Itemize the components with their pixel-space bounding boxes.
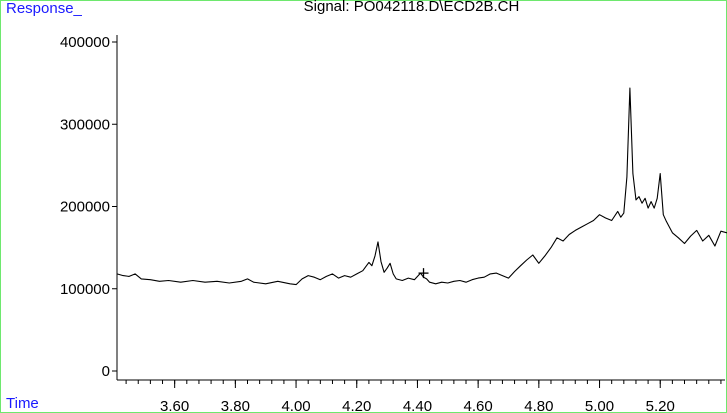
- y-axis-label: Response_: [6, 0, 82, 17]
- y-tick-label-0: 0: [102, 363, 110, 380]
- x-tick-label-0: 3.60: [160, 398, 189, 413]
- x-tick-label-1: 3.80: [221, 398, 250, 413]
- x-tick-label-8: 5.20: [646, 398, 675, 413]
- signal-trace-0: [116, 87, 727, 286]
- y-tick-label-1: 100000: [60, 281, 110, 298]
- chart-title: Signal: PO042118.D\ECD2B.CH: [303, 0, 520, 15]
- x-axis-label: Time: [6, 395, 39, 412]
- y-tick-label-4: 400000: [60, 34, 110, 51]
- x-tick-label-4: 4.40: [403, 398, 432, 413]
- x-tick-label-2: 4.00: [281, 398, 310, 413]
- x-tick-label-3: 4.20: [342, 398, 371, 413]
- x-tick-label-5: 4.60: [464, 398, 493, 413]
- x-tick-label-7: 5.00: [585, 398, 614, 413]
- y-tick-label-3: 300000: [60, 116, 110, 133]
- x-tick-label-6: 4.80: [524, 398, 553, 413]
- y-tick-label-2: 200000: [60, 199, 110, 216]
- plus-marker: [418, 268, 429, 279]
